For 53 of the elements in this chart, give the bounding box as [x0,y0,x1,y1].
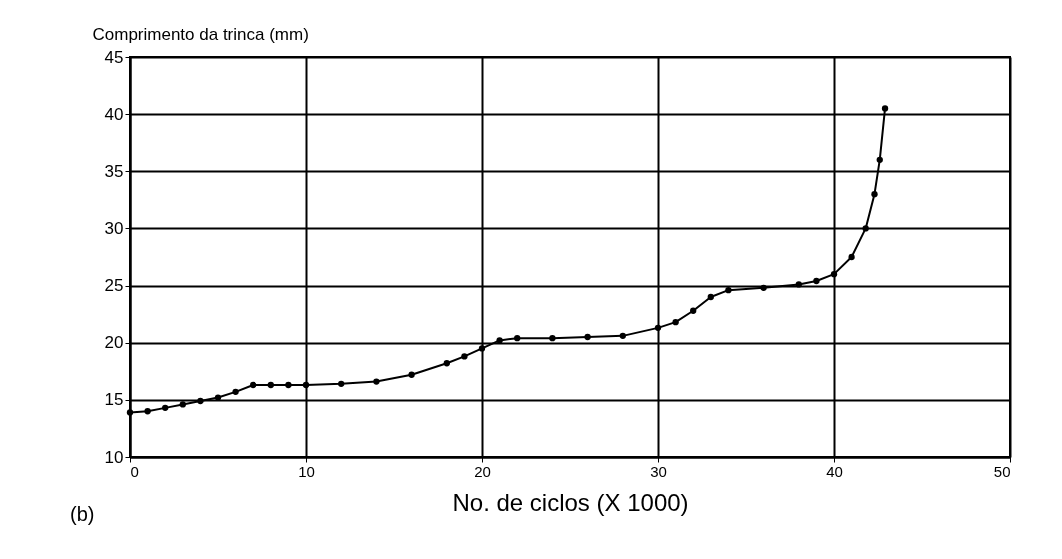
point [232,388,239,396]
y-tick-label: 45 [104,47,124,67]
point [690,307,697,314]
point [285,381,292,389]
point [126,409,134,416]
x-axis-title: No. de ciclos (X 1000) [452,488,689,516]
y-axis-title: Comprimento da trinca (mm) [92,24,309,44]
point [514,334,521,342]
point [496,337,503,344]
point [443,360,450,367]
point [862,225,869,232]
point [214,394,222,401]
point [338,380,345,388]
point [144,408,151,415]
y-tick-label: 40 [104,104,124,124]
point [267,381,274,389]
point [725,286,732,294]
point [162,404,169,412]
x-tick-label: 20 [474,462,491,480]
point [760,284,767,292]
point [584,333,591,341]
point [549,334,556,342]
y-tick-label: 25 [104,276,124,296]
point [461,353,468,360]
y-tick-label: 10 [104,447,124,467]
y-tick-label: 15 [104,390,124,410]
point [654,324,662,332]
point [373,378,380,385]
point [619,332,626,340]
point [672,318,679,326]
y-tick-label: 35 [104,161,124,181]
x-tick-label: 10 [298,462,315,480]
point [478,345,486,352]
x-tick-label: 40 [826,462,843,480]
x-tick-label: 0 [130,462,139,480]
point [197,397,204,405]
point [250,381,257,389]
point [871,190,878,198]
point [795,281,802,288]
point [813,277,820,285]
point [848,253,855,261]
y-tick-label: 20 [104,333,124,353]
point [302,381,310,389]
text: (b) [70,503,95,525]
point [876,156,883,164]
y-tick-label: 30 [104,218,124,238]
point [881,105,889,112]
x-tick-label: 30 [650,462,667,480]
point [830,270,838,278]
point [179,401,186,408]
point [707,293,714,301]
x-tick-label: 50 [993,462,1011,480]
point [408,371,415,378]
